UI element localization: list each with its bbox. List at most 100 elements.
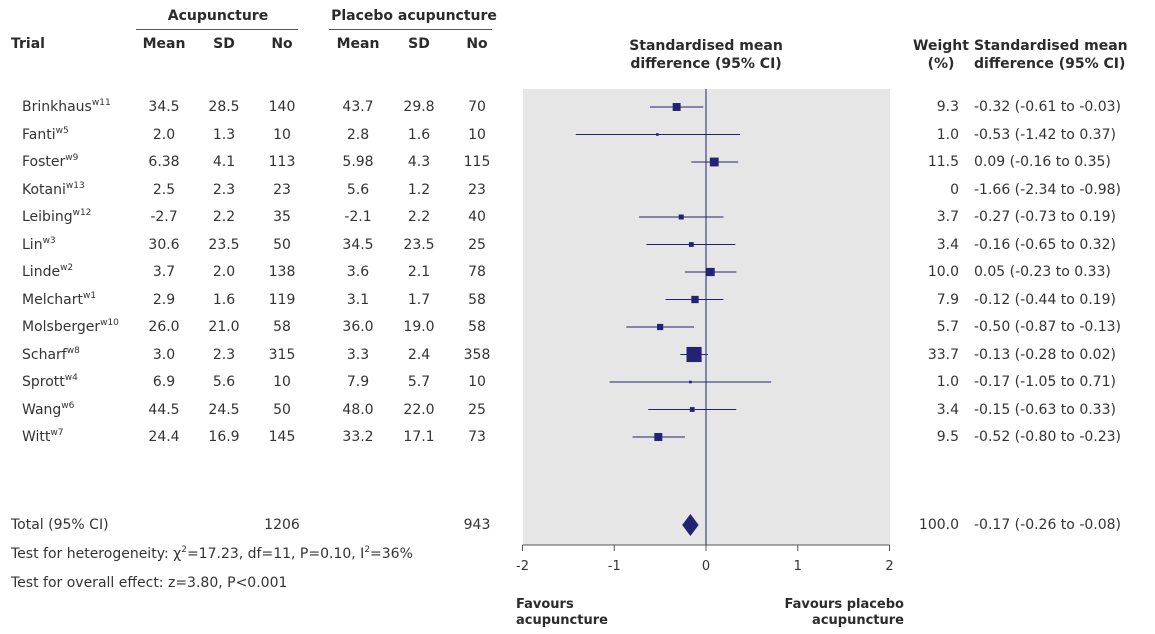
trial-reference: w9 bbox=[65, 153, 79, 163]
x-tick-label: 0 bbox=[701, 559, 711, 574]
trial-name: Wittw7 bbox=[22, 428, 64, 446]
cell-pl-sd: 17.1 bbox=[403, 429, 435, 445]
cell-pl-sd: 4.3 bbox=[407, 154, 431, 170]
cell-acu-mean: 3.0 bbox=[152, 346, 176, 363]
cell-acu-n: 35 bbox=[273, 209, 291, 225]
trial-name: Lindew2 bbox=[22, 263, 73, 281]
trial-name: Fosterw9 bbox=[22, 153, 78, 171]
cell-pl-sd: 1.6 bbox=[407, 126, 431, 143]
effect-marker bbox=[706, 267, 715, 277]
cell-pl-n: 358 bbox=[463, 346, 491, 363]
cell-acu-mean: 2.0 bbox=[152, 126, 176, 143]
total-ci: -0.17 (-0.26 to -0.08) bbox=[974, 517, 1121, 533]
favours-right-line1: Favours placebo bbox=[784, 597, 904, 612]
trial-name-text: Lin bbox=[22, 236, 43, 253]
trial-name: Linw3 bbox=[22, 236, 56, 254]
cell-ci: -0.12 (-0.44 to 0.19) bbox=[974, 291, 1116, 308]
cell-acu-sd: 5.6 bbox=[212, 374, 236, 390]
x-tick-label: -2 bbox=[516, 559, 529, 574]
header-trial: Trial bbox=[11, 36, 45, 52]
effect-marker bbox=[686, 346, 702, 363]
cell-acu-n: 23 bbox=[273, 181, 291, 198]
cell-weight: 5.7 bbox=[936, 319, 959, 335]
cell-acu-sd: 2.3 bbox=[212, 346, 236, 363]
effect-marker bbox=[691, 295, 699, 304]
trial-name-text: Scharf bbox=[22, 346, 67, 363]
cell-pl-sd: 2.4 bbox=[407, 346, 431, 363]
favours-placebo-label: Favours placebo acupuncture bbox=[784, 597, 904, 629]
trial-name-text: Sprott bbox=[22, 374, 65, 390]
trial-reference: w10 bbox=[100, 318, 119, 328]
trial-name-text: Brinkhaus bbox=[22, 99, 92, 115]
trial-name: Scharfw8 bbox=[22, 346, 80, 364]
cell-pl-sd: 1.2 bbox=[407, 181, 431, 198]
cell-acu-sd: 2.3 bbox=[212, 181, 236, 198]
cell-acu-n: 58 bbox=[273, 319, 291, 335]
cell-weight: 9.3 bbox=[936, 99, 959, 115]
header-weight-line1: Weight bbox=[913, 38, 969, 54]
trial-name-text: Kotani bbox=[22, 181, 66, 198]
trial-name: Molsbergerw10 bbox=[22, 318, 119, 336]
cell-pl-mean: 5.6 bbox=[346, 181, 370, 198]
cell-pl-mean: 3.1 bbox=[346, 291, 370, 308]
cell-acu-sd: 2.2 bbox=[212, 209, 236, 225]
effect-marker bbox=[709, 157, 719, 167]
trial-name-text: Fanti bbox=[22, 126, 56, 143]
heterogeneity-end: =36% bbox=[370, 546, 413, 562]
cell-acu-sd: 16.9 bbox=[208, 429, 240, 445]
cell-pl-mean: 2.8 bbox=[346, 126, 370, 143]
cell-acu-mean: 34.5 bbox=[148, 99, 180, 115]
chi-symbol: χ bbox=[173, 546, 182, 562]
cell-weight: 3.4 bbox=[936, 401, 959, 418]
trial-reference: w6 bbox=[61, 400, 75, 411]
cell-acu-mean: 44.5 bbox=[148, 401, 180, 418]
cell-acu-mean: 24.4 bbox=[148, 429, 180, 445]
cell-pl-n: 70 bbox=[468, 99, 486, 115]
header-acu-mean: Mean bbox=[142, 36, 186, 52]
pooled-estimate-diamond bbox=[682, 514, 699, 536]
trial-name-text: Witt bbox=[22, 429, 51, 445]
cell-acu-n: 145 bbox=[268, 429, 296, 445]
cell-ci: -0.53 (-1.42 to 0.37) bbox=[974, 126, 1116, 143]
cell-acu-n: 10 bbox=[273, 374, 291, 390]
cell-acu-sd: 23.5 bbox=[208, 236, 240, 253]
trial-reference: w11 bbox=[91, 98, 111, 108]
cell-weight: 10.0 bbox=[927, 264, 959, 280]
cell-pl-n: 115 bbox=[463, 154, 491, 170]
cell-weight: 0 bbox=[950, 181, 959, 198]
chi-superscript: 2 bbox=[181, 545, 187, 555]
cell-acu-sd: 28.5 bbox=[208, 99, 240, 115]
trial-name: Fantiw5 bbox=[22, 126, 69, 144]
cell-weight: 9.5 bbox=[936, 429, 959, 445]
trial-name: Wangw6 bbox=[22, 401, 74, 419]
cell-pl-n: 40 bbox=[468, 209, 486, 225]
effect-marker bbox=[689, 380, 692, 384]
x-tick-label: 2 bbox=[885, 559, 894, 574]
cell-ci: -0.17 (-1.05 to 0.71) bbox=[974, 374, 1116, 390]
trial-reference: w5 bbox=[55, 125, 69, 136]
effect-marker bbox=[654, 432, 663, 442]
trial-reference: w1 bbox=[82, 290, 97, 301]
cell-acu-mean: 26.0 bbox=[148, 319, 180, 335]
total-acu-n: 1206 bbox=[264, 517, 300, 533]
effect-marker bbox=[672, 103, 681, 111]
cell-weight: 33.7 bbox=[927, 346, 959, 363]
total-label: Total (95% CI) bbox=[11, 517, 109, 533]
cell-acu-sd: 24.5 bbox=[208, 401, 240, 418]
cell-pl-sd: 23.5 bbox=[403, 236, 435, 253]
cell-acu-n: 50 bbox=[273, 236, 291, 253]
cell-pl-sd: 2.1 bbox=[407, 264, 431, 280]
header-rule-acupuncture bbox=[136, 29, 298, 30]
cell-pl-sd: 1.7 bbox=[407, 291, 431, 308]
trial-reference: w13 bbox=[65, 180, 85, 191]
cell-pl-mean: 7.9 bbox=[346, 374, 370, 390]
trial-name-text: Foster bbox=[22, 154, 66, 170]
cell-pl-n: 10 bbox=[468, 374, 486, 390]
cell-acu-mean: -2.7 bbox=[150, 209, 178, 225]
trial-reference: w12 bbox=[72, 208, 92, 218]
effect-marker bbox=[678, 214, 684, 220]
cell-pl-n: 78 bbox=[468, 264, 486, 280]
header-rule-placebo bbox=[329, 29, 492, 30]
total-pl-n: 943 bbox=[463, 517, 491, 533]
cell-acu-sd: 1.6 bbox=[212, 291, 236, 308]
